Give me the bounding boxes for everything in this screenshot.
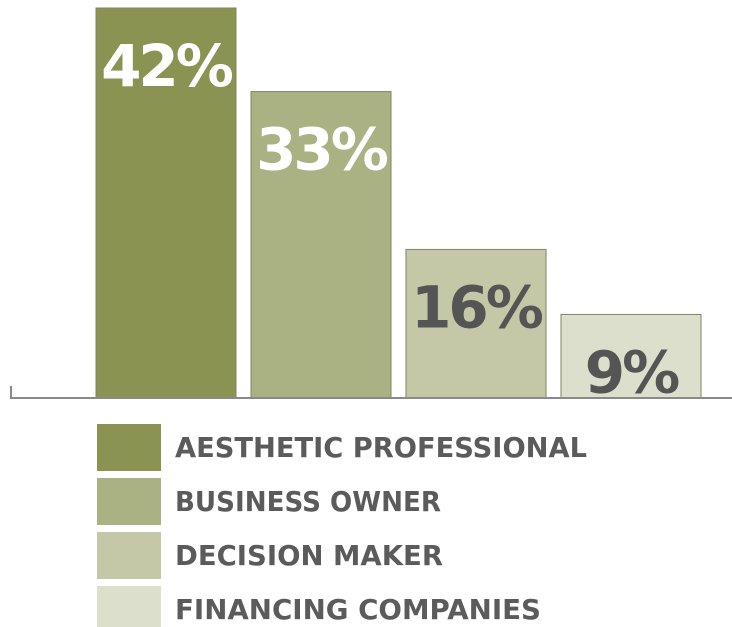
bar-value-label-2: 33% xyxy=(256,116,388,184)
legend-swatch-3 xyxy=(97,532,161,579)
legend-label-4: FINANCING COMPANIES xyxy=(175,593,541,626)
legend-label-3: DECISION MAKER xyxy=(175,539,443,572)
bar-4 xyxy=(560,313,702,399)
legend-swatch-2 xyxy=(97,478,161,525)
bar-value-label-4: 9% xyxy=(585,338,679,406)
legend-swatch-4 xyxy=(97,586,161,627)
bar-3 xyxy=(405,248,547,399)
legend-swatch-1 xyxy=(97,424,161,471)
bar-value-label-1: 42% xyxy=(101,32,233,100)
legend-label-2: BUSINESS OWNER xyxy=(175,485,441,518)
legend: AESTHETIC PROFESSIONAL BUSINESS OWNER DECI… xyxy=(97,424,587,627)
bars-group: 42% 33% 16% 9% xyxy=(95,7,702,406)
bar-value-label-3: 16% xyxy=(411,273,543,341)
legend-label-1: AESTHETIC PROFESSIONAL xyxy=(175,431,587,464)
bar-1 xyxy=(95,7,237,399)
bar-2 xyxy=(250,91,392,399)
